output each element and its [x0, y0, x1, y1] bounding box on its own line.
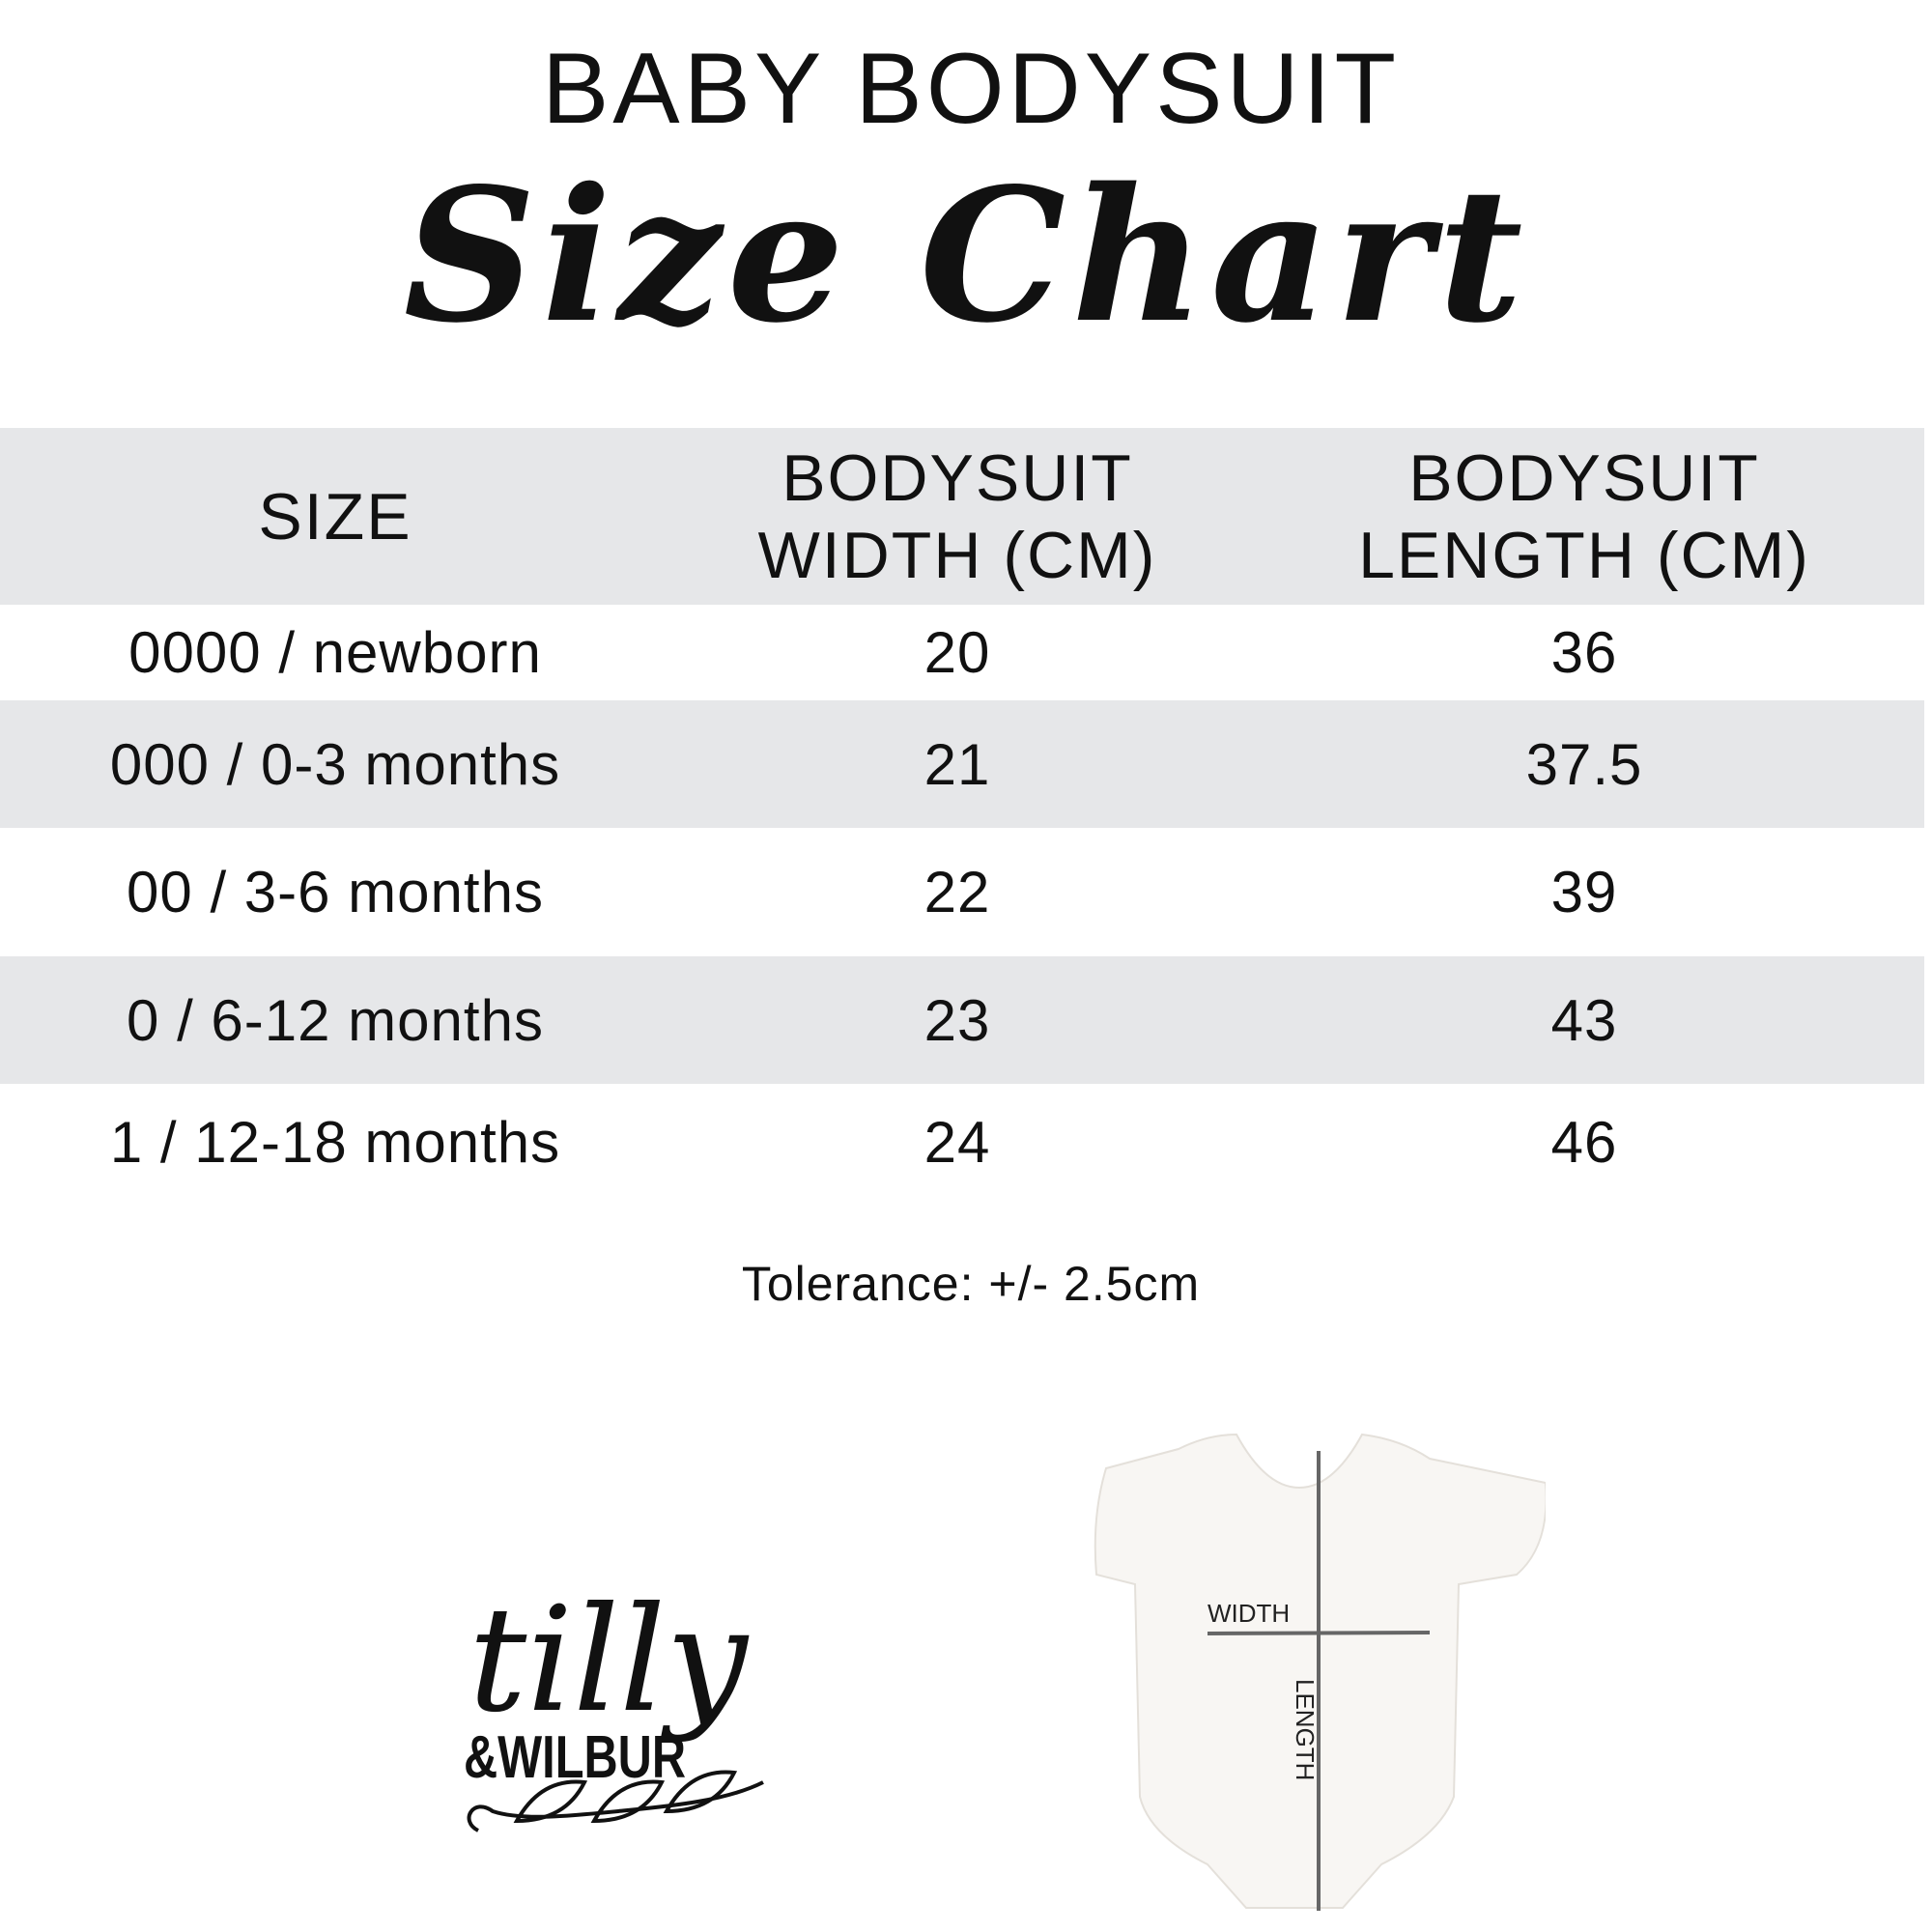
length-cell: 36 — [1550, 620, 1618, 685]
width-cell: 23 — [923, 987, 991, 1053]
width-measure-line — [1207, 1631, 1431, 1635]
width-cell: 24 — [923, 1109, 991, 1175]
table-row: 0 / 6-12 months 23 43 — [0, 956, 1924, 1084]
header-width-line2: WIDTH (CM) — [757, 518, 1157, 592]
header-width-line1: BODYSUIT — [781, 440, 1133, 515]
bodysuit-diagram: WIDTH LENGTH — [1094, 1433, 1546, 1911]
logo-line2: &WILBUR — [464, 1724, 686, 1791]
table-header: SIZE BODYSUIT WIDTH (CM) BODYSUIT LENGTH (… — [0, 428, 1924, 605]
size-cell: 0 / 6-12 months — [127, 987, 544, 1053]
page-title: BABY BODYSUIT — [541, 33, 1401, 145]
length-cell: 46 — [1550, 1109, 1618, 1175]
header-length-line2: LENGTH (CM) — [1358, 518, 1810, 592]
size-table: SIZE BODYSUIT WIDTH (CM) BODYSUIT LENGTH (… — [0, 428, 1924, 1200]
table-row: 1 / 12-18 months 24 46 — [0, 1084, 1924, 1200]
brand-logo: tilly &WILBUR — [464, 1577, 764, 1833]
size-cell: 00 / 3-6 months — [127, 860, 544, 924]
size-cell: 0000 / newborn — [128, 620, 542, 685]
page-subtitle: Size Chart — [403, 148, 1529, 363]
table-row: 00 / 3-6 months 22 39 — [0, 828, 1924, 956]
tolerance-note: Tolerance: +/- 2.5cm — [741, 1257, 1201, 1311]
table-row: 000 / 0-3 months 21 37.5 — [0, 700, 1924, 828]
width-cell: 20 — [923, 620, 991, 685]
header-length: BODYSUIT LENGTH (CM) — [1244, 440, 1924, 594]
logo-line1: tilly — [469, 1577, 750, 1745]
width-cell: 21 — [923, 731, 991, 797]
length-cell: 37.5 — [1525, 731, 1643, 797]
header-size: SIZE — [0, 478, 670, 555]
size-cell: 1 / 12-18 months — [109, 1109, 561, 1175]
length-cell: 39 — [1550, 860, 1618, 924]
header-length-line1: BODYSUIT — [1408, 440, 1760, 515]
leaf-branch-icon — [467, 1770, 764, 1833]
width-cell: 22 — [923, 860, 991, 924]
length-label: LENGTH — [1291, 1679, 1320, 1780]
width-label: WIDTH — [1208, 1599, 1290, 1628]
length-cell: 43 — [1550, 987, 1618, 1053]
table-row: 0000 / newborn 20 36 — [0, 605, 1924, 700]
header-size-text: SIZE — [258, 479, 412, 554]
size-cell: 000 / 0-3 months — [109, 731, 561, 797]
header-width: BODYSUIT WIDTH (CM) — [670, 440, 1244, 594]
